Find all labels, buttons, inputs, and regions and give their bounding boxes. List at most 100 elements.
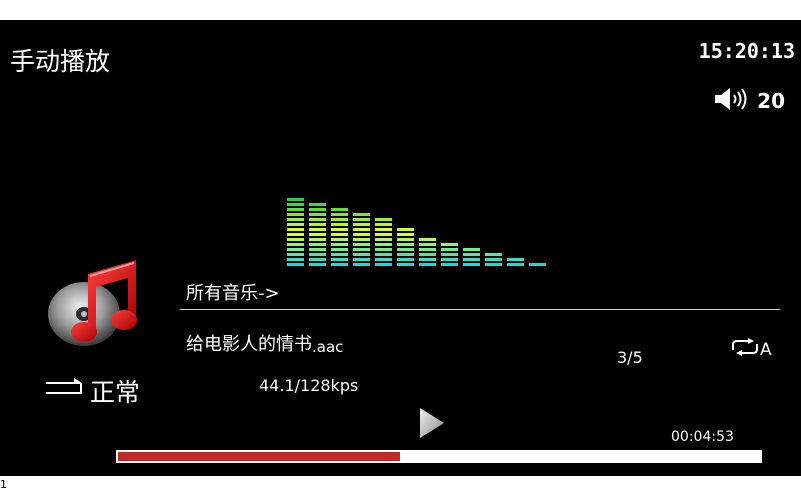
playlist-path[interactable]: 所有音乐-> [186, 283, 280, 304]
spectrum-bar [441, 258, 458, 261]
repeat-icon [730, 338, 760, 361]
spectrum-bar [375, 253, 392, 256]
spectrum-bar [463, 263, 480, 266]
play-icon [420, 408, 444, 438]
spectrum-bar [331, 263, 348, 266]
spectrum-bar [463, 258, 480, 261]
spectrum-bar [309, 228, 326, 231]
volume-control[interactable]: 20 [713, 86, 785, 116]
spectrum-bar [331, 223, 348, 226]
spectrum-bar [309, 203, 326, 206]
volume-level: 20 [757, 89, 785, 113]
spectrum-bar [309, 263, 326, 266]
spectrum-bar [331, 228, 348, 231]
spectrum-bar [287, 213, 304, 216]
spectrum-bar [353, 263, 370, 266]
spectrum-bar [419, 243, 436, 246]
spectrum-bar [331, 238, 348, 241]
spectrum-bar [287, 243, 304, 246]
spectrum-bar [353, 258, 370, 261]
spectrum-bar [287, 248, 304, 251]
spectrum-bar [419, 263, 436, 266]
spectrum-bar [397, 238, 414, 241]
spectrum-bar [485, 253, 502, 256]
spectrum-bar [353, 228, 370, 231]
spectrum-bar [331, 213, 348, 216]
spectrum-bar [397, 248, 414, 251]
spectrum-bar [353, 233, 370, 236]
spectrum-bar [375, 223, 392, 226]
elapsed-time: 00:04:53 [671, 429, 734, 445]
spectrum-bar [331, 258, 348, 261]
spectrum-bar [353, 238, 370, 241]
spectrum-bar [397, 258, 414, 261]
spectrum-bar [397, 243, 414, 246]
repeat-label: A [760, 339, 772, 360]
spectrum-bar [287, 218, 304, 221]
spectrum-bar [353, 243, 370, 246]
spectrum-bar [331, 248, 348, 251]
music-note-icon [48, 260, 137, 346]
spectrum-bar [441, 253, 458, 256]
play-order-button[interactable]: 正常 [44, 373, 140, 409]
spectrum-bar [375, 233, 392, 236]
spectrum-bar [309, 218, 326, 221]
spectrum-bar [331, 233, 348, 236]
spectrum-bar [287, 233, 304, 236]
spectrum-bar [287, 263, 304, 266]
spectrum-bar [463, 248, 480, 251]
divider [180, 309, 780, 310]
spectrum-bar [287, 238, 304, 241]
spectrum-bar [309, 233, 326, 236]
spectrum-bar [309, 258, 326, 261]
play-order-label: 正常 [90, 378, 141, 407]
spectrum-bar [441, 243, 458, 246]
bitrate: 44.1/128kps [259, 376, 359, 395]
spectrum-bar [375, 218, 392, 221]
play-button[interactable] [418, 406, 446, 444]
spectrum-bar [309, 253, 326, 256]
spectrum-bar [287, 198, 304, 201]
spectrum-bar [375, 243, 392, 246]
player-screen: 手动播放 15:20:13 20 [0, 20, 801, 476]
spectrum-bar [419, 258, 436, 261]
spectrum-bar [397, 263, 414, 266]
clock: 15:20:13 [698, 39, 795, 63]
spectrum-bar [375, 228, 392, 231]
spectrum-bar [331, 243, 348, 246]
track-extension: .aac [312, 338, 344, 356]
spectrum-bar [375, 248, 392, 251]
spectrum-bar [309, 243, 326, 246]
speaker-icon [713, 86, 753, 116]
album-art [44, 256, 144, 360]
spectrum-bar [287, 258, 304, 261]
track-title: 给电影人的情书.aac [186, 330, 343, 356]
spectrum-bar [353, 218, 370, 221]
track-name: 给电影人的情书 [186, 334, 312, 355]
spectrum-bar [309, 223, 326, 226]
spectrum-bar [353, 253, 370, 256]
corner-mark: 1 [0, 478, 7, 491]
spectrum-bar [463, 253, 480, 256]
spectrum-bar [397, 253, 414, 256]
spectrum-bar [441, 263, 458, 266]
spectrum-bar [419, 248, 436, 251]
spectrum-bar [331, 208, 348, 211]
spectrum-bar [485, 263, 502, 266]
spectrum-bar [353, 213, 370, 216]
spectrum-bar [287, 228, 304, 231]
spectrum-bar [441, 248, 458, 251]
spectrum-bar [309, 213, 326, 216]
spectrum-bar [353, 223, 370, 226]
spectrum-bar [507, 258, 524, 261]
track-index: 3/5 [617, 348, 643, 367]
repeat-mode-button[interactable]: A [730, 338, 772, 361]
spectrum-bar [287, 208, 304, 211]
spectrum-bar [309, 208, 326, 211]
progress-fill [118, 452, 400, 461]
spectrum-bar [397, 233, 414, 236]
spectrum-bar [375, 263, 392, 266]
progress-bar[interactable] [116, 450, 762, 463]
spectrum-bar [397, 228, 414, 231]
spectrum-bar [287, 253, 304, 256]
